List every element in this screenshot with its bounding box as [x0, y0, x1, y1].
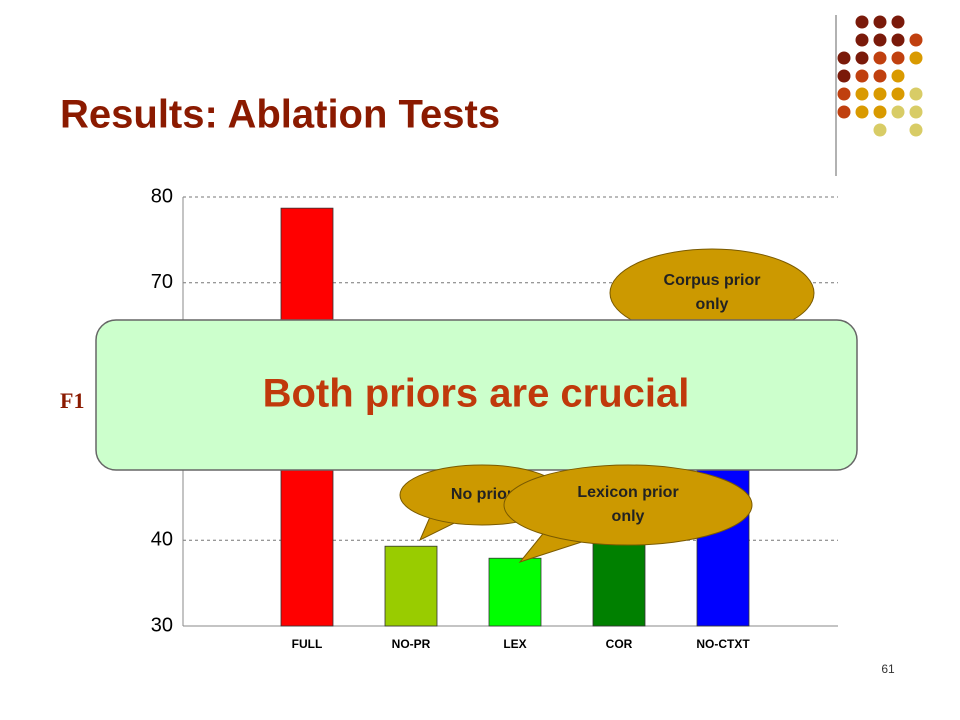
y-tick-label: 40	[151, 528, 173, 550]
x-tick-label: LEX	[503, 637, 526, 651]
dot	[891, 15, 905, 29]
dot	[873, 105, 887, 119]
dot	[891, 69, 905, 83]
dot	[873, 69, 887, 83]
y-tick-label: 70	[151, 271, 173, 293]
dot	[855, 15, 869, 29]
dot	[837, 69, 851, 83]
dot	[873, 15, 887, 29]
x-tick-label: COR	[606, 637, 633, 651]
overlay: Corpus prior only Both priors are crucial N…	[95, 248, 858, 563]
dot	[909, 123, 923, 137]
dot	[909, 33, 923, 47]
dot	[855, 105, 869, 119]
dot	[873, 123, 887, 137]
dot	[909, 105, 923, 119]
x-tick-label: NO-PR	[392, 637, 431, 651]
dot	[909, 51, 923, 65]
callout-text: Lexicon prior only	[577, 484, 678, 525]
callout: Lexicon prior only	[503, 464, 753, 563]
dot	[855, 87, 869, 101]
bar	[384, 545, 438, 627]
callout-bubble	[503, 464, 753, 546]
dot	[909, 87, 923, 101]
dot	[891, 51, 905, 65]
dot	[891, 105, 905, 119]
dot	[891, 87, 905, 101]
callout-text: Corpus prior only	[664, 272, 761, 313]
dot	[873, 51, 887, 65]
slide-title: Results: Ablation Tests	[60, 93, 500, 137]
dot	[837, 87, 851, 101]
dot	[855, 51, 869, 65]
dot	[855, 33, 869, 47]
dot	[873, 87, 887, 101]
dot	[891, 33, 905, 47]
banner-text: Both priors are crucial	[263, 372, 690, 416]
decoration	[835, 15, 923, 176]
y-axis-label: F1	[60, 388, 84, 413]
x-tick-label: NO-CTXT	[696, 637, 750, 651]
dot	[837, 51, 851, 65]
x-tick-label: FULL	[292, 637, 323, 651]
y-tick-label: 30	[151, 614, 173, 636]
callout-text: No prior	[451, 486, 513, 503]
page-number: 61	[881, 662, 895, 676]
y-tick-label: 80	[151, 185, 173, 207]
dot	[873, 33, 887, 47]
dot	[855, 69, 869, 83]
bar	[488, 557, 542, 627]
dot	[837, 105, 851, 119]
